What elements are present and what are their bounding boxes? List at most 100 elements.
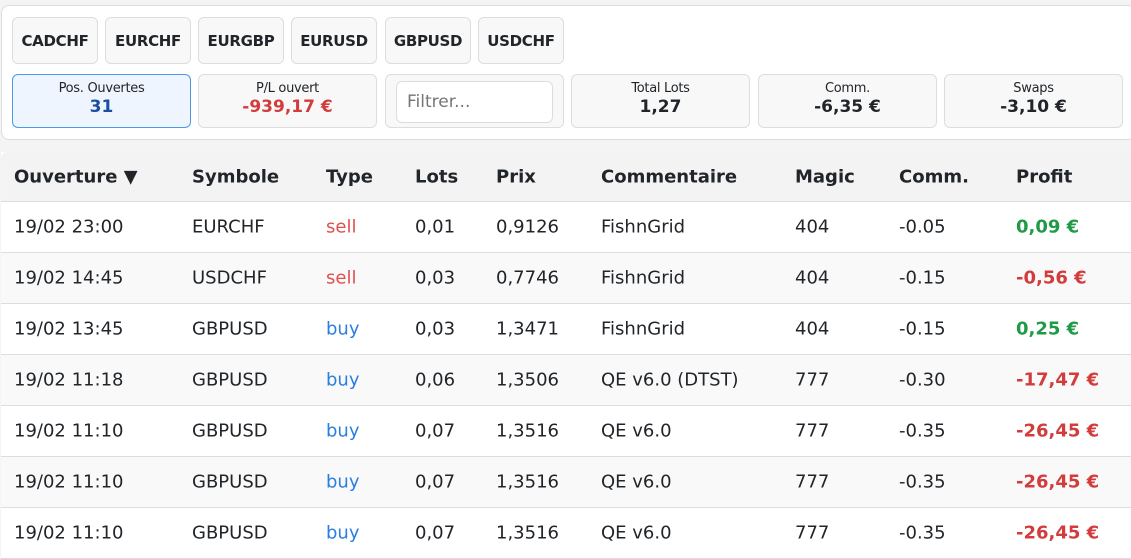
cell-opened: 19/02 13:45 <box>14 318 124 340</box>
cell-symbol: GBPUSD <box>192 522 268 544</box>
swaps-label: Swaps <box>1013 81 1054 96</box>
symbol-button-eurgbp[interactable]: EURGBP <box>198 17 284 64</box>
cell-price: 1,3506 <box>496 369 559 391</box>
cell-symbol: EURCHF <box>192 216 265 238</box>
table-row[interactable]: 19/02 11:10 GBPUSD buy 0,07 1,3516 QE v6.0 777… <box>1 406 1131 457</box>
cell-opened: 19/02 11:10 <box>14 471 124 493</box>
cell-symbol: GBPUSD <box>192 369 268 391</box>
cell-profit: -26,45 € <box>1016 522 1100 544</box>
cell-magic: 777 <box>795 369 830 391</box>
swaps-value: -3,10 € <box>1000 97 1067 117</box>
column-header-lots[interactable]: Lots <box>415 166 459 187</box>
cell-magic: 404 <box>795 318 830 340</box>
open-positions-value: 31 <box>89 97 114 117</box>
filter-card <box>385 74 564 128</box>
total-lots-value: 1,27 <box>639 97 682 117</box>
column-header-symbol[interactable]: Symbole <box>192 166 280 187</box>
cell-price: 1,3516 <box>496 522 559 544</box>
cell-price: 0,9126 <box>496 216 559 238</box>
table-header: Ouverture ▼ Symbole Type Lots Prix Commentair… <box>1 152 1131 202</box>
cell-type: buy <box>326 420 360 442</box>
open-positions-card[interactable]: Pos. Ouvertes 31 <box>12 74 191 128</box>
cell-lots: 0,07 <box>415 471 456 493</box>
commission-label: Comm. <box>825 81 870 96</box>
cell-comment: FishnGrid <box>601 216 686 238</box>
symbol-button-gbpusd[interactable]: GBPUSD <box>385 17 471 64</box>
positions-table: Ouverture ▼ Symbole Type Lots Prix Commentair… <box>1 152 1131 559</box>
cell-profit: -17,47 € <box>1016 369 1100 391</box>
column-header-magic[interactable]: Magic <box>795 166 855 187</box>
cell-commission: -0.15 <box>899 318 946 340</box>
cell-profit: -26,45 € <box>1016 471 1100 493</box>
table-row[interactable]: 19/02 11:18 GBPUSD buy 0,06 1,3506 QE v6.0 (D… <box>1 355 1131 406</box>
cell-opened: 19/02 14:45 <box>14 267 124 289</box>
cell-magic: 404 <box>795 267 830 289</box>
cell-type: buy <box>326 318 360 340</box>
cell-comment: QE v6.0 (DTST) <box>601 369 739 391</box>
cell-type: sell <box>326 216 357 238</box>
cell-comment: QE v6.0 <box>601 471 672 493</box>
column-header-commission[interactable]: Comm. <box>899 166 969 187</box>
symbol-button-usdchf[interactable]: USDCHF <box>478 17 564 64</box>
symbol-button-eurusd[interactable]: EURUSD <box>291 17 377 64</box>
open-pl-value: -939,17 € <box>242 97 333 117</box>
column-header-type[interactable]: Type <box>326 166 373 187</box>
cell-lots: 0,01 <box>415 216 456 238</box>
cell-opened: 19/02 11:10 <box>14 420 124 442</box>
cell-price: 1,3516 <box>496 471 559 493</box>
commission-value: -6,35 € <box>814 97 881 117</box>
cell-opened: 19/02 11:18 <box>14 369 124 391</box>
column-header-profit[interactable]: Profit <box>1016 166 1073 187</box>
table-row[interactable]: 19/02 23:00 EURCHF sell 0,01 0,9126 FishnGrid… <box>1 202 1131 253</box>
cell-commission: -0.15 <box>899 267 946 289</box>
cell-magic: 777 <box>795 471 830 493</box>
symbol-button-cadchf[interactable]: CADCHF <box>12 17 98 64</box>
cell-symbol: USDCHF <box>192 267 267 289</box>
column-header-comment[interactable]: Commentaire <box>601 166 738 187</box>
swaps-card: Swaps -3,10 € <box>944 74 1123 128</box>
cell-magic: 777 <box>795 522 830 544</box>
table-row[interactable]: 19/02 11:10 GBPUSD buy 0,07 1,3516 QE v6.0 777… <box>1 457 1131 508</box>
open-pl-card: P/L ouvert -939,17 € <box>198 74 377 128</box>
column-header-opened[interactable]: Ouverture ▼ <box>14 166 138 187</box>
cell-comment: FishnGrid <box>601 318 686 340</box>
cell-type: buy <box>326 522 360 544</box>
cell-type: buy <box>326 369 360 391</box>
cell-profit: -26,45 € <box>1016 420 1100 442</box>
cell-symbol: GBPUSD <box>192 420 268 442</box>
cell-opened: 19/02 23:00 <box>14 216 124 238</box>
cell-lots: 0,03 <box>415 267 456 289</box>
table-row[interactable]: 19/02 13:45 GBPUSD buy 0,03 1,3471 FishnGrid 4… <box>1 304 1131 355</box>
cell-lots: 0,07 <box>415 420 456 442</box>
cell-profit: 0,25 € <box>1016 318 1080 340</box>
commission-card: Comm. -6,35 € <box>758 74 937 128</box>
cell-commission: -0.35 <box>899 522 946 544</box>
cell-type: sell <box>326 267 357 289</box>
cell-commission: -0.35 <box>899 471 946 493</box>
cell-commission: -0.30 <box>899 369 946 391</box>
open-pl-label: P/L ouvert <box>256 81 319 96</box>
cell-symbol: GBPUSD <box>192 471 268 493</box>
cell-price: 0,7746 <box>496 267 559 289</box>
cell-price: 1,3516 <box>496 420 559 442</box>
cell-comment: QE v6.0 <box>601 522 672 544</box>
cell-commission: -0.05 <box>899 216 946 238</box>
column-header-price[interactable]: Prix <box>496 166 536 187</box>
cell-profit: -0,56 € <box>1016 267 1087 289</box>
cell-comment: QE v6.0 <box>601 420 672 442</box>
cell-lots: 0,03 <box>415 318 456 340</box>
cell-type: buy <box>326 471 360 493</box>
symbol-button-eurchf[interactable]: EURCHF <box>105 17 191 64</box>
total-lots-card: Total Lots 1,27 <box>571 74 750 128</box>
total-lots-label: Total Lots <box>631 81 690 96</box>
cell-comment: FishnGrid <box>601 267 686 289</box>
table-row[interactable]: 19/02 11:10 GBPUSD buy 0,07 1,3516 QE v6.0 777… <box>1 508 1131 559</box>
cell-profit: 0,09 € <box>1016 216 1080 238</box>
cell-price: 1,3471 <box>496 318 559 340</box>
filter-input[interactable] <box>396 81 553 123</box>
cell-lots: 0,07 <box>415 522 456 544</box>
cell-symbol: GBPUSD <box>192 318 268 340</box>
cell-magic: 777 <box>795 420 830 442</box>
cell-lots: 0,06 <box>415 369 456 391</box>
table-row[interactable]: 19/02 14:45 USDCHF sell 0,03 0,7746 FishnGrid… <box>1 253 1131 304</box>
